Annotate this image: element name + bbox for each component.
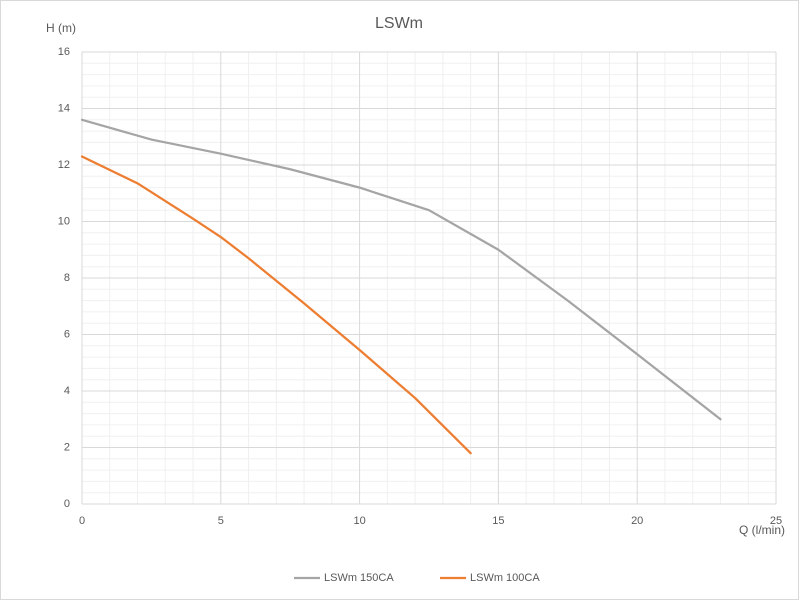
x-tick-label: 5 (218, 515, 224, 527)
y-axis-label: H (m) (46, 21, 76, 35)
x-tick-label: 10 (353, 515, 365, 527)
legend-label: LSWm 150CA (324, 572, 394, 584)
y-tick-label: 8 (64, 272, 70, 284)
legend-label: LSWm 100CA (470, 572, 540, 584)
x-tick-label: 20 (631, 515, 643, 527)
y-tick-label: 16 (58, 46, 70, 58)
y-tick-label: 0 (64, 498, 70, 510)
y-tick-label: 6 (64, 328, 70, 340)
y-tick-label: 14 (58, 102, 70, 114)
x-axis-label: Q (l/min) (739, 523, 785, 537)
x-tick-label: 25 (770, 515, 782, 527)
line-series (80, 155, 472, 455)
line-series (80, 118, 722, 421)
y-tick-label: 10 (58, 215, 70, 227)
y-tick-label: 12 (58, 159, 70, 171)
chart-title: LSWm (375, 15, 423, 32)
y-tick-label: 4 (64, 385, 70, 397)
y-tick-label: 2 (64, 441, 70, 453)
x-tick-label: 15 (492, 515, 504, 527)
x-tick-label: 0 (79, 515, 85, 527)
